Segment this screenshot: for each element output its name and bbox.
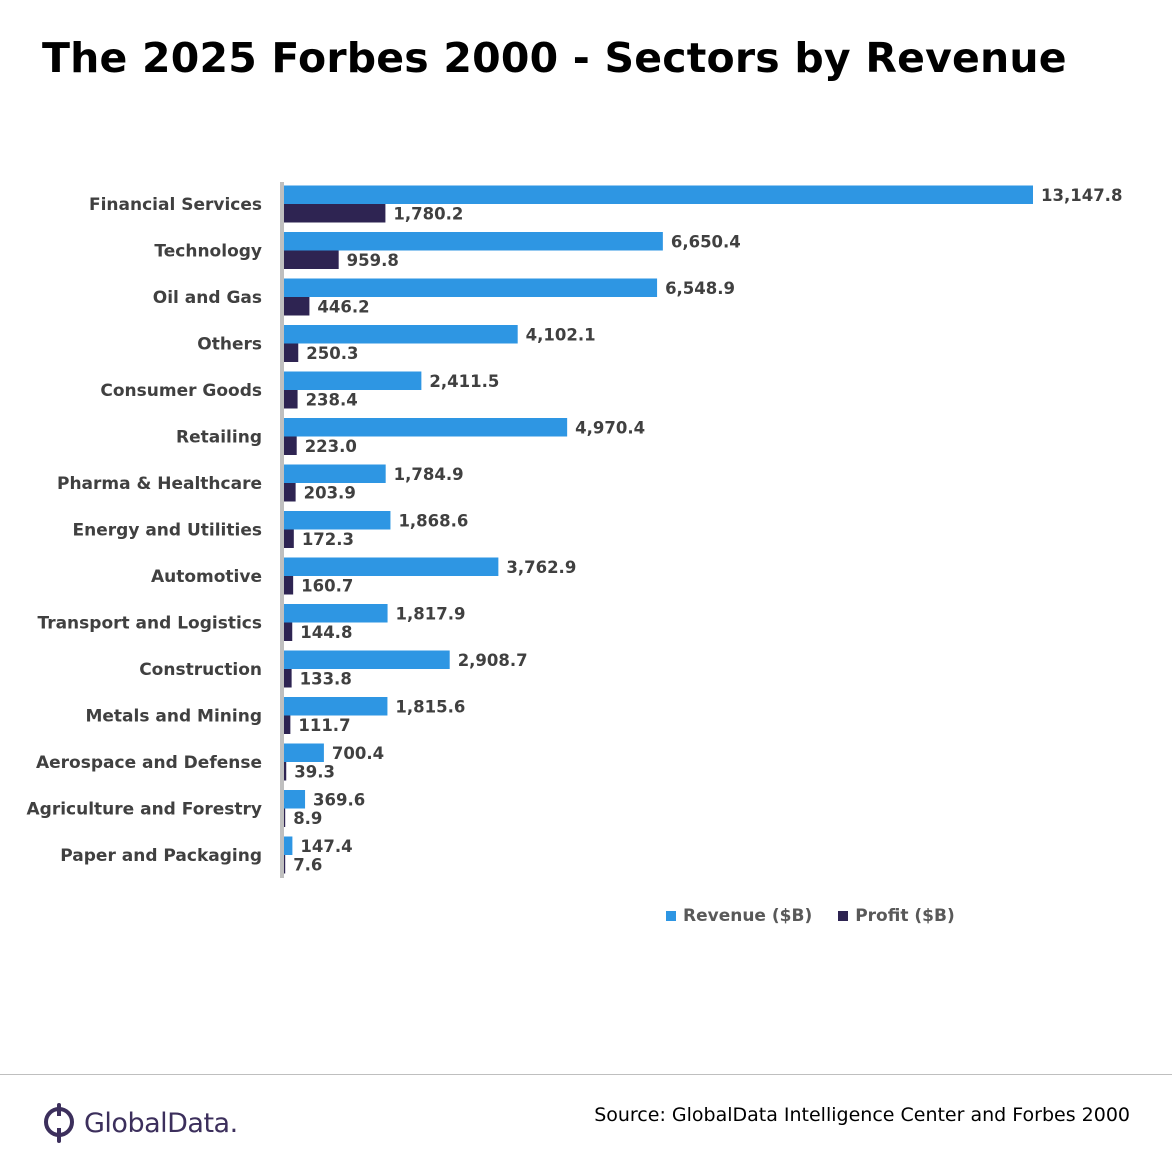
bar-profit-energy-and-utilities	[284, 529, 294, 548]
bar-revenue-consumer-goods	[284, 371, 422, 390]
category-label-consumer-goods: Consumer Goods	[100, 381, 262, 401]
legend-item-revenue: Revenue ($B)	[666, 906, 812, 926]
bar-profit-technology	[284, 250, 339, 269]
chart-title: The 2025 Forbes 2000 - Sectors by Revenu…	[42, 34, 1067, 82]
category-label-oil-and-gas: Oil and Gas	[153, 288, 262, 308]
bar-profit-consumer-goods	[284, 390, 298, 409]
bar-profit-retailing	[284, 436, 297, 455]
category-label-agriculture-and-forestry: Agriculture and Forestry	[27, 800, 263, 820]
bar-profit-pharma-healthcare	[284, 483, 296, 502]
bar-revenue-aerospace-and-defense	[284, 743, 324, 762]
data-label-profit-financial-services: 1,780.2	[393, 204, 463, 223]
legend-label-profit: Profit ($B)	[855, 906, 955, 926]
globaldata-logo: GlobalData.	[42, 1103, 238, 1143]
legend-item-profit: Profit ($B)	[838, 906, 955, 926]
data-label-revenue-technology: 6,650.4	[671, 232, 741, 251]
bar-chart: Financial Services 13,147.8 1,780.2 Technol…	[27, 182, 1122, 878]
data-label-profit-oil-and-gas: 446.2	[317, 297, 369, 316]
bar-profit-aerospace-and-defense	[284, 762, 287, 781]
data-label-revenue-pharma-healthcare: 1,784.9	[394, 465, 464, 484]
bar-revenue-agriculture-and-forestry	[284, 790, 306, 809]
data-label-profit-construction: 133.8	[300, 669, 352, 688]
data-label-profit-pharma-healthcare: 203.9	[304, 483, 356, 502]
bar-profit-financial-services	[284, 204, 386, 223]
category-label-aerospace-and-defense: Aerospace and Defense	[36, 753, 262, 773]
bar-revenue-energy-and-utilities	[284, 511, 391, 530]
bars-group: Financial Services 13,147.8 1,780.2 Technol…	[27, 185, 1122, 874]
globaldata-logo-icon	[44, 1103, 74, 1143]
data-label-revenue-transport-and-logistics: 1,817.9	[396, 604, 466, 623]
data-label-revenue-aerospace-and-defense: 700.4	[332, 744, 384, 763]
data-label-revenue-consumer-goods: 2,411.5	[429, 372, 499, 391]
data-label-profit-others: 250.3	[306, 344, 358, 363]
bar-profit-automotive	[284, 576, 294, 595]
data-label-revenue-retailing: 4,970.4	[575, 418, 645, 437]
category-label-energy-and-utilities: Energy and Utilities	[73, 521, 262, 541]
bar-profit-transport-and-logistics	[284, 622, 293, 641]
bar-profit-others	[284, 343, 299, 362]
data-label-revenue-oil-and-gas: 6,548.9	[665, 279, 735, 298]
bar-revenue-oil-and-gas	[284, 278, 658, 297]
data-label-revenue-energy-and-utilities: 1,868.6	[398, 511, 468, 530]
data-label-revenue-automotive: 3,762.9	[506, 558, 576, 577]
category-label-retailing: Retailing	[176, 428, 262, 448]
category-label-metals-and-mining: Metals and Mining	[85, 707, 262, 727]
source-note: Source: GlobalData Intelligence Center a…	[594, 1104, 1130, 1126]
bar-revenue-paper-and-packaging	[284, 836, 293, 855]
bar-profit-construction	[284, 669, 292, 688]
data-label-profit-paper-and-packaging: 7.6	[293, 855, 322, 874]
data-label-profit-energy-and-utilities: 172.3	[302, 530, 354, 549]
bar-profit-metals-and-mining	[284, 715, 291, 734]
legend-label-revenue: Revenue ($B)	[683, 906, 813, 926]
bar-revenue-transport-and-logistics	[284, 604, 388, 623]
category-label-pharma-healthcare: Pharma & Healthcare	[57, 474, 262, 494]
category-label-automotive: Automotive	[151, 567, 262, 587]
data-label-profit-transport-and-logistics: 144.8	[300, 623, 352, 642]
category-label-others: Others	[197, 335, 262, 355]
bar-revenue-metals-and-mining	[284, 697, 388, 716]
legend-swatch-profit	[838, 911, 849, 921]
category-label-technology: Technology	[154, 242, 262, 262]
bar-revenue-financial-services	[284, 185, 1033, 204]
bar-profit-agriculture-and-forestry	[284, 808, 286, 827]
data-label-profit-aerospace-and-defense: 39.3	[294, 762, 335, 781]
data-label-profit-metals-and-mining: 111.7	[298, 716, 350, 735]
data-label-revenue-agriculture-and-forestry: 369.6	[313, 790, 365, 809]
bar-profit-oil-and-gas	[284, 297, 310, 316]
data-label-revenue-others: 4,102.1	[526, 325, 596, 344]
data-label-revenue-financial-services: 13,147.8	[1041, 186, 1122, 205]
data-label-revenue-construction: 2,908.7	[458, 651, 528, 670]
bar-revenue-retailing	[284, 418, 568, 437]
bar-revenue-technology	[284, 232, 663, 251]
footer-divider	[0, 1074, 1172, 1075]
logo-text: GlobalData.	[84, 1107, 238, 1139]
legend-swatch-revenue	[666, 911, 676, 921]
data-label-revenue-paper-and-packaging: 147.4	[300, 837, 352, 856]
bar-revenue-pharma-healthcare	[284, 464, 386, 483]
category-label-transport-and-logistics: Transport and Logistics	[37, 614, 262, 634]
legend: Revenue ($B) Profit ($B)	[666, 906, 955, 926]
bar-revenue-construction	[284, 650, 450, 669]
data-label-profit-agriculture-and-forestry: 8.9	[293, 809, 322, 828]
bar-revenue-others	[284, 325, 518, 344]
data-label-profit-consumer-goods: 238.4	[306, 390, 358, 409]
data-label-profit-retailing: 223.0	[305, 437, 357, 456]
category-label-construction: Construction	[139, 660, 262, 680]
bar-revenue-automotive	[284, 557, 499, 576]
data-label-revenue-metals-and-mining: 1,815.6	[395, 697, 465, 716]
category-label-paper-and-packaging: Paper and Packaging	[60, 846, 262, 866]
data-label-profit-technology: 959.8	[347, 251, 399, 270]
data-label-profit-automotive: 160.7	[301, 576, 353, 595]
bar-profit-paper-and-packaging	[284, 855, 286, 874]
category-label-financial-services: Financial Services	[89, 195, 262, 215]
